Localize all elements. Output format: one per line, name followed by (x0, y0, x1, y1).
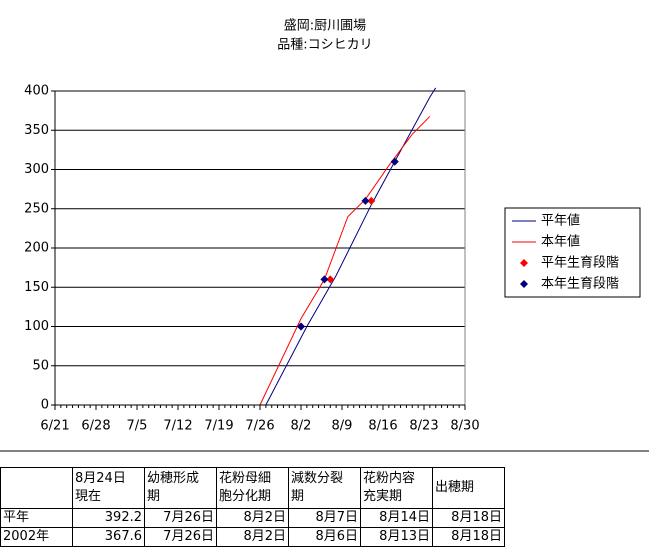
stage-marker (320, 275, 329, 284)
y-tick-label: 150 (24, 280, 49, 295)
stage-marker (390, 157, 399, 166)
legend-marker (520, 280, 528, 288)
table-cell: 8月2日 (216, 527, 289, 547)
table-cell: 平年 (0, 508, 73, 528)
legend-label: 平年値 (541, 213, 580, 229)
x-tick-label: 7/26 (245, 419, 274, 434)
legend-label: 本年生育段階 (541, 276, 619, 292)
x-tick-label: 8/9 (332, 419, 353, 434)
table-cell: 8月6日 (288, 527, 361, 547)
y-tick-label: 300 (24, 162, 49, 177)
chart: 盛岡:厨川圃場 品種:コシヒカリ 0 50 100 150 200 250 300 350 40… (0, 19, 649, 452)
table-corner (0, 467, 73, 509)
y-tick-label: 50 (32, 358, 49, 373)
table-cell: 2002年 (0, 527, 73, 547)
x-tick-label: 8/2 (291, 419, 312, 434)
x-tick-label: 7/19 (204, 419, 233, 434)
x-tick-label: 6/28 (81, 419, 110, 434)
x-tick-label: 6/21 (40, 419, 69, 434)
series-line (265, 87, 437, 406)
table-cell: 幼穂形成 期 (144, 467, 217, 509)
x-tick-label: 8/30 (450, 419, 479, 434)
table-cell: 8月7日 (288, 508, 361, 528)
y-tick-label: 200 (24, 241, 49, 256)
series-line (259, 116, 431, 406)
table-cell: 減数分裂 期 (288, 467, 361, 509)
x-tick-label: 7/12 (163, 419, 192, 434)
x-tick-label: 7/5 (127, 419, 148, 434)
data-table: 8月24日 現在 幼穂形成 期花粉母細 胞分化期 減数分裂 期花粉内容 充実期 出穂期… (0, 467, 505, 547)
table-cell: 8月13日 (360, 527, 433, 547)
table-row: 2002年 367.6 7月26日 8月2日 8月6日 8月13日 8月18日 (0, 527, 505, 547)
x-tick-label: 8/16 (368, 419, 397, 434)
y-tick-label: 0 (41, 398, 49, 413)
legend-box (504, 207, 641, 298)
table-cell: 7月26日 (144, 527, 217, 547)
y-tick-label: 250 (24, 201, 49, 216)
x-tick-label: 8/23 (409, 419, 438, 434)
table-cell: 出穂期 (432, 467, 505, 509)
table-cell: 8月18日 (432, 508, 505, 528)
stage-marker (297, 322, 305, 331)
table-cell: 花粉内容 充実期 (360, 467, 433, 509)
table-cell: 392.2 (72, 508, 145, 528)
table-cell: 367.6 (72, 527, 145, 547)
chart-title: 盛岡:厨川圃場 (284, 19, 366, 34)
y-tick-label: 350 (24, 123, 49, 138)
table-cell: 7月26日 (144, 508, 217, 528)
table-cell: 花粉母細 胞分化期 (216, 467, 289, 509)
chart-subtitle: 品種:コシヒカリ (277, 37, 372, 53)
table-cell: 8月18日 (432, 527, 505, 547)
legend-label: 平年生育段階 (541, 255, 619, 271)
table-cell: 8月24日 現在 (72, 467, 145, 509)
table-row: 平年 392.2 7月26日 8月2日 8月7日 8月14日 8月18日 (0, 508, 505, 528)
legend-marker (520, 259, 528, 267)
table-header: 8月24日 現在 幼穂形成 期花粉母細 胞分化期 減数分裂 期花粉内容 充実期 出穂期 (0, 467, 505, 509)
y-tick-label: 400 (24, 84, 49, 99)
legend-label: 本年値 (541, 234, 580, 250)
table-cell: 8月14日 (360, 508, 433, 528)
stage-marker (367, 196, 376, 205)
y-tick-label: 100 (24, 319, 49, 334)
table-cell: 8月2日 (216, 508, 289, 528)
stage-marker (326, 275, 335, 284)
stage-marker (361, 196, 370, 205)
